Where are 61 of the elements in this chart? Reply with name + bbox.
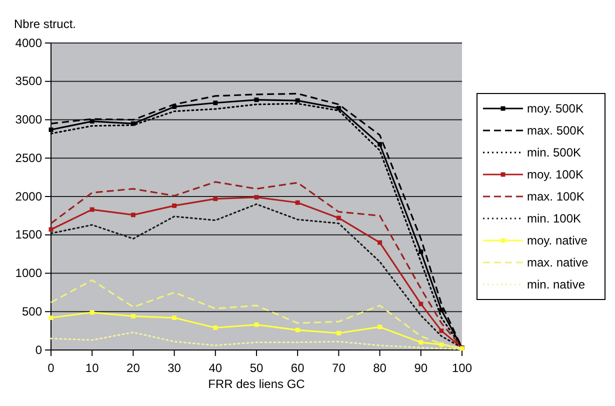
legend-label: max. 100K bbox=[527, 190, 584, 204]
x-tick-label: 40 bbox=[208, 361, 222, 376]
point bbox=[295, 328, 300, 332]
legend-label: moy. native bbox=[527, 234, 588, 248]
x-tick-label: 20 bbox=[126, 361, 140, 376]
point bbox=[90, 310, 94, 315]
y-tick-label: 1000 bbox=[15, 266, 42, 280]
point bbox=[378, 142, 382, 147]
point bbox=[295, 200, 300, 205]
y-tick-label: 500 bbox=[22, 304, 42, 318]
legend-label: min. native bbox=[527, 278, 586, 292]
point bbox=[439, 328, 444, 334]
x-tick-label: 90 bbox=[414, 361, 428, 376]
point bbox=[213, 100, 218, 106]
y-tick-label: 0 bbox=[35, 342, 42, 357]
point bbox=[418, 340, 424, 345]
point bbox=[48, 127, 54, 132]
legend-label: max. 500K bbox=[527, 124, 584, 138]
point bbox=[378, 324, 382, 330]
legend-label: min. 500K bbox=[527, 146, 582, 160]
legend-label: moy. 100K bbox=[527, 168, 584, 182]
point bbox=[213, 196, 218, 202]
x-tick-label: 100 bbox=[452, 361, 472, 376]
y-tick-label: 2500 bbox=[15, 150, 42, 165]
y-tick-label: 4000 bbox=[15, 36, 42, 50]
x-axis-title: FRR des liens GC bbox=[208, 377, 306, 391]
point bbox=[130, 314, 136, 318]
x-tick-label: 80 bbox=[373, 361, 387, 376]
point bbox=[295, 98, 300, 103]
y-tick-label: 2000 bbox=[15, 189, 42, 204]
point bbox=[213, 326, 218, 330]
point bbox=[418, 250, 424, 254]
x-tick-label: 0 bbox=[48, 361, 55, 376]
point bbox=[130, 212, 136, 218]
point bbox=[90, 119, 94, 124]
x-tick-label: 30 bbox=[168, 361, 182, 376]
y-tick-label: 3000 bbox=[15, 112, 42, 127]
point bbox=[439, 342, 444, 347]
point bbox=[172, 316, 177, 320]
y-axis-title: Nbre struct. bbox=[14, 17, 76, 31]
legend-label: moy. 500K bbox=[527, 102, 584, 116]
legend-label: min. 100K bbox=[527, 212, 582, 226]
point bbox=[48, 316, 54, 320]
x-tick-label: 10 bbox=[85, 361, 100, 376]
y-tick-label: 1500 bbox=[15, 228, 42, 242]
point bbox=[254, 195, 259, 200]
x-tick-label: 60 bbox=[290, 361, 305, 376]
point bbox=[172, 203, 177, 208]
legend-label: max. native bbox=[527, 256, 589, 270]
point bbox=[254, 98, 259, 102]
x-tick-label: 50 bbox=[250, 361, 264, 376]
point bbox=[336, 106, 341, 110]
point bbox=[418, 302, 424, 306]
point bbox=[90, 207, 94, 212]
point bbox=[439, 308, 444, 312]
point bbox=[378, 240, 382, 245]
point bbox=[336, 330, 341, 336]
y-tick-label: 3500 bbox=[15, 74, 42, 88]
point bbox=[336, 216, 341, 220]
point bbox=[254, 322, 259, 327]
x-tick-label: 70 bbox=[332, 361, 346, 376]
